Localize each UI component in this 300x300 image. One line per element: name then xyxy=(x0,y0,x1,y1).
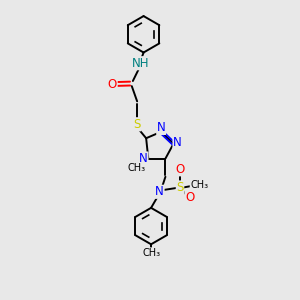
Text: N: N xyxy=(139,152,148,165)
Text: O: O xyxy=(185,191,194,204)
Text: CH₃: CH₃ xyxy=(142,248,160,258)
Text: NH: NH xyxy=(132,57,149,70)
Text: S: S xyxy=(176,181,184,194)
Text: CH₃: CH₃ xyxy=(128,163,146,173)
Text: O: O xyxy=(176,163,184,176)
Text: O: O xyxy=(108,77,117,91)
Text: N: N xyxy=(157,122,166,134)
Text: CH₃: CH₃ xyxy=(190,180,208,190)
Text: N: N xyxy=(155,185,164,198)
Text: S: S xyxy=(134,118,141,131)
Text: N: N xyxy=(173,136,182,149)
